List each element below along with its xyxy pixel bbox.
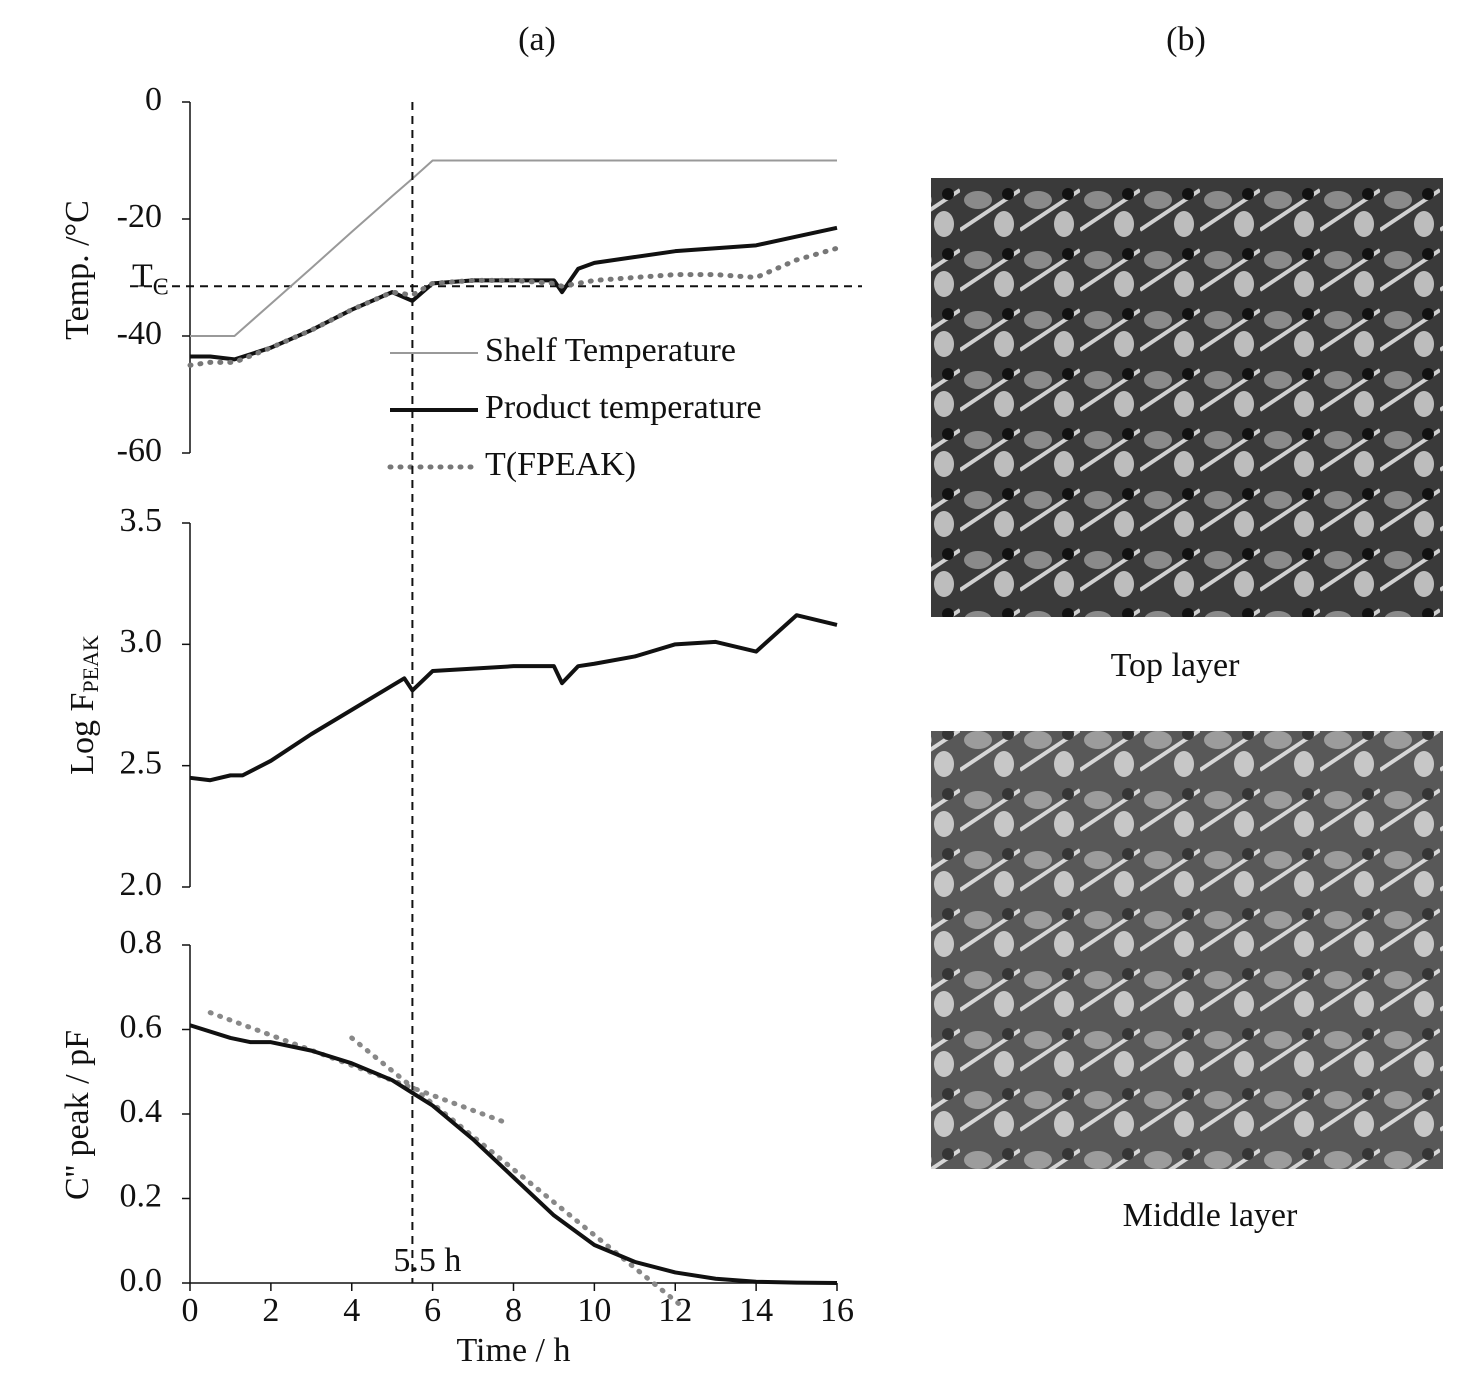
series-line: [187, 245, 840, 368]
y-tick-label: 0: [145, 81, 162, 118]
x-tick-label: 12: [658, 1292, 692, 1329]
series-line: [190, 159, 837, 337]
sem-image: [931, 731, 1443, 1169]
x-tick-label: 2: [262, 1292, 279, 1329]
x-tick-label: 8: [505, 1292, 522, 1329]
y-tick-label: -60: [117, 432, 162, 469]
panel-label: (a): [518, 21, 556, 58]
y-tick-label: 3.5: [120, 502, 163, 539]
y-tick-label: -20: [117, 198, 162, 235]
x-axis-label: Time / h: [456, 1332, 570, 1369]
x-tick-label: 10: [577, 1292, 611, 1329]
threshold-label: TC: [132, 257, 169, 300]
legend-label: Product temperature: [485, 389, 762, 426]
x-tick-label: 4: [343, 1292, 360, 1329]
legend-label: Shelf Temperature: [485, 332, 736, 369]
y-axis-label-text: C'' peak / pF: [59, 1030, 96, 1200]
y-tick-label: 0.4: [120, 1093, 163, 1130]
sem-image: [931, 178, 1443, 617]
x-tick-label: 0: [182, 1292, 199, 1329]
legend-label: T(FPEAK): [485, 446, 636, 483]
threshold-label-text: T: [132, 257, 153, 294]
marker-label: 5.5 h: [393, 1242, 461, 1279]
series-line: [189, 613, 838, 783]
y-tick-label: 3.0: [120, 623, 163, 660]
panel-label: (b): [1166, 21, 1206, 58]
image-caption: Top layer: [1111, 647, 1241, 684]
image-caption: Middle layer: [1123, 1197, 1298, 1234]
y-tick-label: 0.6: [120, 1008, 163, 1045]
x-tick-label: 14: [739, 1292, 773, 1329]
y-tick-label: 0.2: [120, 1177, 163, 1214]
x-tick-label: 16: [820, 1292, 854, 1329]
y-axis-label-text: Log F: [64, 693, 101, 775]
tangent-line: [207, 1010, 508, 1125]
threshold-label-subscript: C: [153, 274, 169, 300]
y-tick-label: 2.5: [120, 744, 163, 781]
y-axis-label: Temp. /°C: [59, 200, 96, 340]
y-tick-label: 0.0: [120, 1262, 163, 1299]
y-axis-label: Log FPEAK: [64, 635, 103, 775]
x-tick-label: 6: [424, 1292, 441, 1329]
y-tick-label: 2.0: [120, 866, 163, 903]
y-tick-label: 0.8: [120, 924, 163, 961]
y-axis-label-subscript: PEAK: [78, 635, 103, 693]
y-axis-label: C'' peak / pF: [59, 1030, 96, 1200]
y-axis-label-text: Temp. /°C: [59, 200, 96, 340]
series-line: [189, 1023, 838, 1285]
y-tick-label: -40: [117, 315, 162, 352]
